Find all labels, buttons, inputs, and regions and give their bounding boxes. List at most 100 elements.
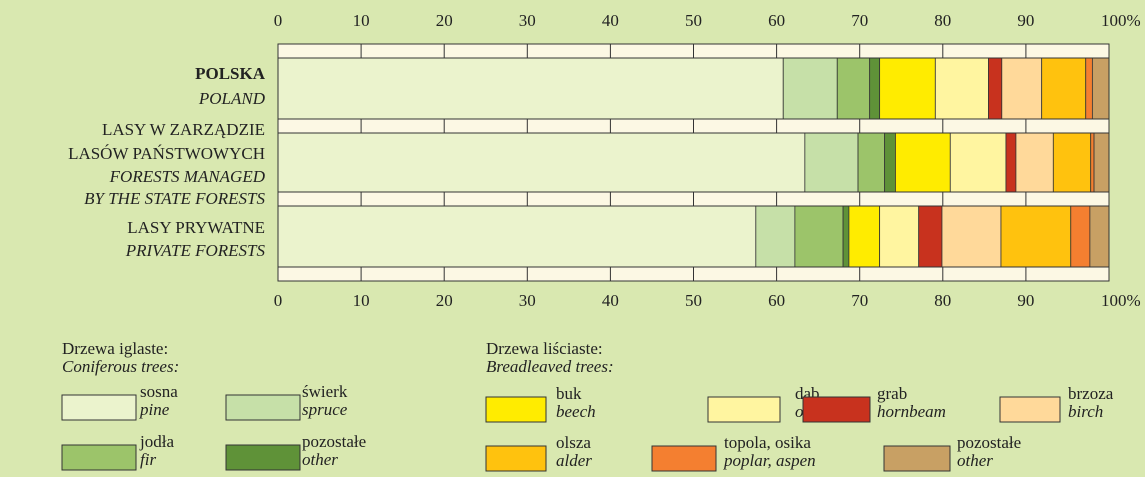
bar-segment <box>842 205 850 268</box>
legend-swatch <box>651 445 717 472</box>
bar-outline <box>277 57 1110 120</box>
bar-segment <box>755 205 796 268</box>
bar-segment <box>934 57 989 120</box>
bar-segment <box>804 132 859 193</box>
x-tick-label: 100% <box>1101 11 1141 30</box>
legend-swatch <box>61 394 137 421</box>
category-label: LASÓW PAŃSTWOWYCH <box>68 144 265 163</box>
x-tick-label: 80 <box>934 11 951 30</box>
legend-label: sosna <box>140 382 178 401</box>
legend-swatch <box>61 444 137 471</box>
x-tick-label: 60 <box>768 11 785 30</box>
bar-segment <box>1052 132 1092 193</box>
bar-segment <box>1090 132 1095 193</box>
category-label-en: BY THE STATE FORESTS <box>84 189 265 208</box>
bar-segment <box>895 132 951 193</box>
bar-segment <box>1041 57 1087 120</box>
legend-label-en: other <box>302 450 338 469</box>
x-tick-label: 10 <box>353 11 370 30</box>
legend-swatch <box>225 444 301 471</box>
x-tick-label: 40 <box>602 11 619 30</box>
x-tick-label: 90 <box>1017 291 1034 310</box>
x-tick-label: 30 <box>519 291 536 310</box>
x-tick-label: 80 <box>934 291 951 310</box>
category-label-en: FORESTS MANAGED <box>109 167 266 186</box>
bar-segment <box>277 57 784 120</box>
legend-label: pozostałe <box>302 432 366 451</box>
bar-segment <box>794 205 844 268</box>
legend-label-en: beech <box>556 402 596 421</box>
bar-segment <box>1089 205 1110 268</box>
bar-segment <box>277 205 757 268</box>
bar-segment <box>1091 57 1110 120</box>
legend-label-en: birch <box>1068 402 1103 421</box>
bar-segment <box>1085 57 1093 120</box>
category-label: LASY PRYWATNE <box>127 218 265 237</box>
x-tick-label: 0 <box>274 11 283 30</box>
bar-segment <box>848 205 881 268</box>
x-tick-label: 70 <box>851 291 868 310</box>
legend-label: buk <box>556 384 582 403</box>
legend-swatch <box>225 394 301 421</box>
bar-segment <box>988 57 1003 120</box>
bar-segment <box>918 205 943 268</box>
legend-label: brzoza <box>1068 384 1114 403</box>
bar-segment <box>836 57 871 120</box>
legend-group-title-en: Coniferous trees: <box>62 357 179 376</box>
legend-label: świerk <box>302 382 348 401</box>
bar-segment <box>1093 132 1110 193</box>
x-tick-label: 10 <box>353 291 370 310</box>
bar-segment <box>782 57 838 120</box>
category-label: POLSKA <box>195 64 266 83</box>
bar-segment <box>1005 132 1017 193</box>
legend-swatch <box>485 396 547 423</box>
bar-outline <box>277 132 1110 193</box>
bar-segment <box>879 57 936 120</box>
bar-segment <box>879 205 920 268</box>
legend-swatch <box>883 445 951 472</box>
x-tick-label: 0 <box>274 291 283 310</box>
x-tick-label: 60 <box>768 291 785 310</box>
legend-label-en: hornbeam <box>877 402 946 421</box>
bar-segment <box>941 205 1002 268</box>
bar-segment <box>1001 57 1043 120</box>
legend-label: pozostałe <box>957 433 1021 452</box>
legend-label-en: other <box>957 451 993 470</box>
x-tick-label: 40 <box>602 291 619 310</box>
x-tick-label: 50 <box>685 291 702 310</box>
x-tick-label: 20 <box>436 11 453 30</box>
x-tick-label: 90 <box>1017 11 1034 30</box>
legend-label-en: fir <box>140 450 156 469</box>
legend-label: grab <box>877 384 907 403</box>
bar-outline <box>277 205 1110 268</box>
legend-label: jodła <box>139 432 174 451</box>
bar-segment <box>884 132 896 193</box>
category-label-en: POLAND <box>198 89 266 108</box>
category-label: LASY W ZARZĄDZIE <box>102 120 265 139</box>
bar-segment <box>1000 205 1072 268</box>
legend-swatch <box>485 445 547 472</box>
x-tick-label: 100% <box>1101 291 1141 310</box>
legend-label: olsza <box>556 433 591 452</box>
bar-segment <box>1015 132 1054 193</box>
bar-segment <box>869 57 881 120</box>
legend-label-en: pine <box>139 400 170 419</box>
legend-swatch <box>999 396 1061 423</box>
category-label-en: PRIVATE FORESTS <box>125 241 266 260</box>
legend-label-en: spruce <box>302 400 348 419</box>
legend-swatch <box>802 396 871 423</box>
legend-label: topola, osika <box>724 433 811 452</box>
x-tick-label: 70 <box>851 11 868 30</box>
bar-segment <box>949 132 1007 193</box>
legend-group-title: Drzewa liściaste: <box>486 339 603 358</box>
legend-label-en: poplar, aspen <box>723 451 816 470</box>
x-tick-label: 20 <box>436 291 453 310</box>
bar-segment <box>857 132 886 193</box>
bar-segment <box>1070 205 1091 268</box>
legend-label-en: alder <box>556 451 592 470</box>
bar-segment <box>277 132 806 193</box>
legend-swatch <box>707 396 781 423</box>
x-tick-label: 30 <box>519 11 536 30</box>
legend-group-title-en: Breadleaved trees: <box>486 357 614 376</box>
